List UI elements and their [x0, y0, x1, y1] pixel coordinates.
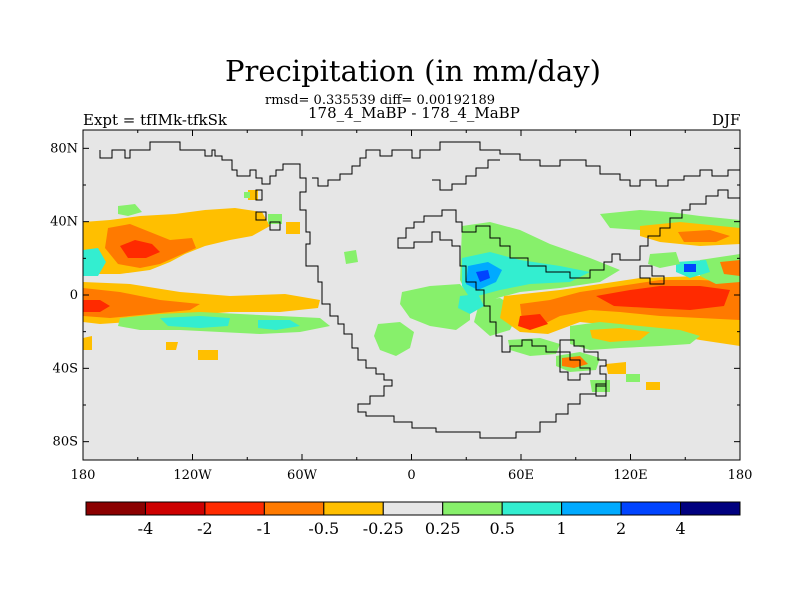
anomaly-patch	[626, 374, 640, 382]
continent-outlines	[99, 141, 740, 439]
anomaly-patch	[83, 300, 110, 312]
anomaly-patch	[244, 192, 250, 198]
continent-outline	[595, 383, 607, 397]
lat-tick-label: 40N	[50, 215, 78, 230]
anomaly-patch	[120, 240, 160, 258]
colorbar-label: 4	[675, 519, 685, 538]
anomaly-patch	[648, 252, 680, 268]
continent-outline	[432, 159, 500, 191]
season-label: DJF	[712, 111, 741, 129]
colorbar-label: 0.5	[489, 519, 514, 538]
anomaly-patch	[476, 270, 490, 282]
colorbar: -4 -2 -1 -0.5 -0.25 0.25 0.5 1 2 4	[85, 501, 741, 538]
colorbar-box	[442, 501, 503, 516]
anomaly-patch	[198, 350, 218, 360]
colorbar-label: 2	[616, 519, 626, 538]
figure-title: Precipitation (in mm/day)	[225, 54, 601, 88]
anomaly-patch	[518, 314, 548, 330]
stats-line: rmsd= 0.335539 diff= 0.00192189	[265, 93, 496, 108]
anomaly-patch	[83, 336, 92, 350]
continent-outline	[255, 211, 267, 221]
anomaly-patch	[596, 286, 730, 310]
anomaly-patch	[678, 230, 730, 242]
anomaly-patch	[400, 284, 470, 330]
continent-outline	[312, 141, 740, 187]
anomaly-patch	[118, 204, 142, 216]
colorbar-box	[382, 501, 444, 516]
lon-tick-label: 120E	[613, 468, 647, 483]
anomaly-patch	[720, 260, 740, 276]
anomaly-patch	[562, 356, 588, 368]
colorbar-box	[144, 501, 206, 516]
colorbar-box	[323, 501, 384, 516]
continent-outline	[559, 351, 591, 381]
anomaly-patch	[684, 264, 696, 272]
colorbar-box	[501, 501, 563, 516]
anomaly-patch	[590, 328, 650, 342]
anomaly-patch	[166, 342, 178, 350]
colorbar-label: -0.5	[308, 519, 339, 538]
anomaly-patch	[344, 250, 358, 264]
lon-tick-label: 180	[71, 468, 96, 483]
colorbar-label: -4	[138, 519, 154, 538]
latitude-axis: 80N 40N 0 40S 80S	[50, 141, 740, 450]
anomaly-patch	[83, 248, 106, 276]
lat-tick-label: 80S	[53, 435, 78, 450]
anomaly-patch	[374, 322, 414, 356]
lon-tick-label: 60W	[287, 468, 318, 483]
anomaly-patch	[258, 320, 300, 330]
anomaly-patch	[83, 230, 100, 244]
colorbar-label: -0.25	[363, 519, 404, 538]
continent-outline	[255, 189, 263, 201]
continent-outline	[269, 221, 281, 231]
anomaly-patch	[458, 294, 484, 314]
colorbar-box	[204, 501, 265, 516]
lon-tick-label: 0	[407, 468, 415, 483]
colorbar-box	[561, 501, 622, 516]
longitude-axis: 180 120W 60W 0 60E 120E 180	[71, 130, 753, 483]
continent-outline	[639, 265, 665, 285]
colorbar-label: 1	[557, 519, 567, 538]
experiment-label: Expt = tfIMk-tfkSk	[83, 111, 227, 129]
colorbar-box	[85, 501, 146, 516]
lon-tick-label: 120W	[173, 468, 212, 483]
colorbar-box	[680, 501, 741, 516]
lon-tick-label: 60E	[508, 468, 534, 483]
colorbar-box	[263, 501, 325, 516]
colorbar-label: 0.25	[425, 519, 461, 538]
colorbar-label: -2	[197, 519, 213, 538]
colorbar-label: -1	[257, 519, 273, 538]
anomaly-patch	[160, 316, 230, 328]
lon-tick-label: 180	[728, 468, 753, 483]
anomaly-patch	[606, 362, 626, 374]
anomaly-patch	[83, 288, 200, 318]
anomaly-patch	[286, 222, 300, 234]
colorbar-box	[620, 501, 682, 516]
anomaly-patch	[646, 382, 660, 390]
lat-tick-label: 80N	[50, 141, 78, 156]
figure-subtitle: 178_4_MaBP - 178_4_MaBP	[308, 104, 520, 122]
lat-tick-label: 0	[70, 288, 78, 303]
anomaly-patch	[462, 252, 590, 298]
lat-tick-label: 40S	[53, 361, 78, 376]
